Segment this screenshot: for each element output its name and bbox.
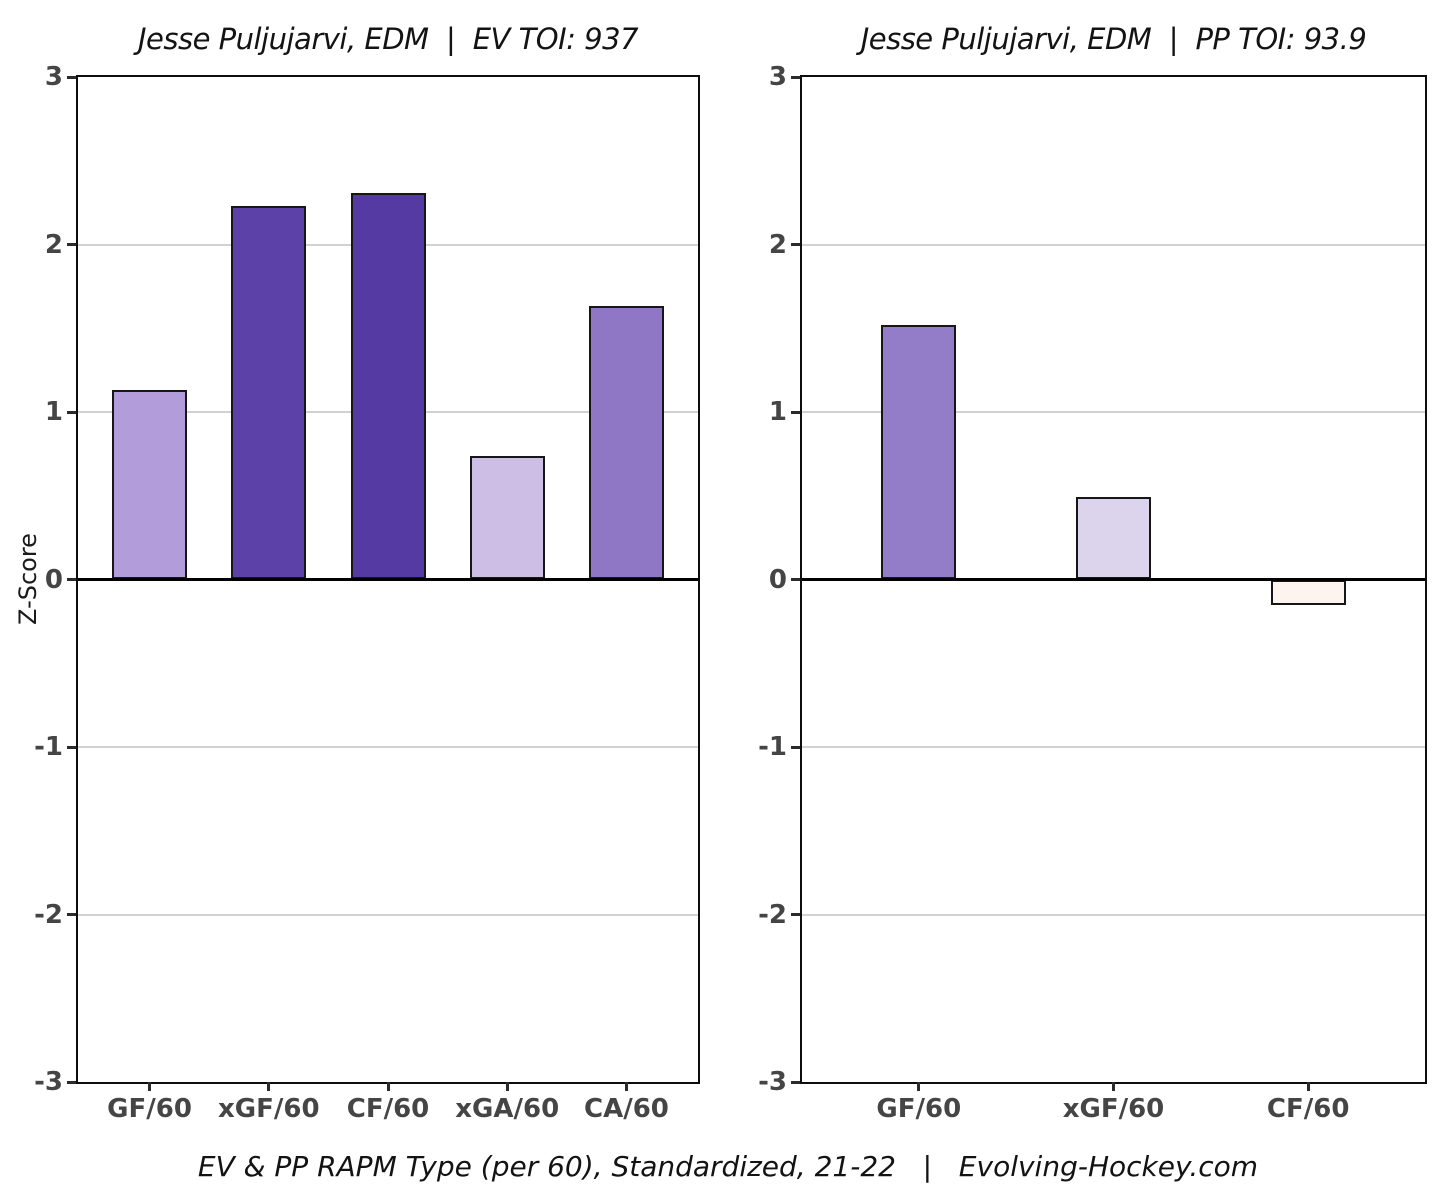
x-tick-mark [1306, 1082, 1310, 1091]
bar-cf60 [350, 192, 426, 580]
gridline [802, 913, 1425, 916]
x-tick-mark [1112, 1082, 1115, 1091]
bar-ca60 [588, 306, 664, 580]
bar-gf60 [881, 324, 957, 580]
y-tick-mark [67, 75, 76, 79]
x-tick-label-ca60: CA/60 [584, 1094, 669, 1124]
y-tick-label: -3 [758, 1067, 787, 1097]
bar-xga60 [469, 455, 545, 580]
x-tick-label-xga60: xGA/60 [455, 1094, 560, 1124]
y-tick-mark [67, 410, 76, 414]
y-tick-label: -2 [758, 899, 787, 930]
y-tick-mark [791, 745, 800, 749]
y-tick-label: 2 [768, 229, 787, 260]
y-tick-mark [67, 913, 76, 916]
y-tick-label: 0 [44, 564, 63, 595]
y-tick-mark [67, 578, 76, 581]
y-tick-label: 2 [44, 229, 63, 260]
y-tick-label: 0 [768, 564, 787, 595]
x-tick-label-cf60: CF/60 [346, 1094, 430, 1124]
bar-xgf60 [231, 205, 307, 580]
y-tick-label: 3 [44, 62, 63, 92]
x-tick-label-xgf60: xGF/60 [217, 1094, 320, 1124]
y-tick-mark [791, 243, 800, 246]
gridline [802, 411, 1425, 413]
x-tick-mark [917, 1082, 921, 1091]
x-tick-label-cf60: CF/60 [1266, 1094, 1350, 1124]
y-tick-mark [791, 1080, 800, 1084]
gridline [78, 746, 698, 748]
x-tick-mark [148, 1082, 152, 1091]
zero-line [802, 578, 1425, 581]
x-tick-label-gf60: GF/60 [107, 1094, 192, 1124]
x-tick-mark [386, 1082, 390, 1091]
x-tick-mark [267, 1082, 271, 1091]
plot-area-ev: 3 2 1 0 -1 -2 -3 GF/60 xGF/60 CF/60 xGA/60 CA/60 [34, 63, 700, 1124]
y-tick-label: 1 [44, 397, 63, 427]
y-tick-mark [791, 75, 800, 79]
y-tick-mark [67, 1080, 76, 1084]
chart-title-ev: Jesse Puljujarvi, EDM | EV TOI: 937 [137, 22, 639, 56]
y-tick-mark [67, 745, 76, 749]
y-tick-mark [791, 913, 800, 916]
y-tick-label: -1 [758, 732, 787, 762]
bar-xgf60 [1076, 497, 1151, 580]
y-tick-label: 3 [768, 62, 787, 92]
y-tick-mark [67, 243, 76, 246]
y-tick-label: -3 [34, 1067, 63, 1097]
y-tick-mark [791, 410, 800, 414]
x-tick-label-gf60: GF/60 [876, 1094, 962, 1124]
y-tick-mark [791, 578, 800, 581]
bar-gf60 [112, 390, 188, 580]
y-tick-label: -2 [34, 899, 63, 930]
caption: EV & PP RAPM Type (per 60), Standardized… [197, 1150, 1259, 1183]
x-tick-mark [624, 1082, 628, 1091]
plot-area-pp: 3 2 1 0 -1 -2 -3 GF/60 xGF/60 CF/60 [758, 63, 1427, 1124]
chart-title-pp: Jesse Puljujarvi, EDM | PP TOI: 93.9 [860, 22, 1367, 56]
x-tick-label-xgf60: xGF/60 [1062, 1094, 1165, 1124]
gridline [802, 243, 1425, 246]
x-tick-mark [505, 1082, 509, 1091]
y-tick-label: -1 [34, 732, 63, 762]
y-tick-label: 1 [768, 397, 787, 427]
zero-line [78, 578, 698, 581]
bar-cf60 [1270, 579, 1346, 605]
gridline [78, 913, 698, 916]
gridline [802, 746, 1425, 748]
